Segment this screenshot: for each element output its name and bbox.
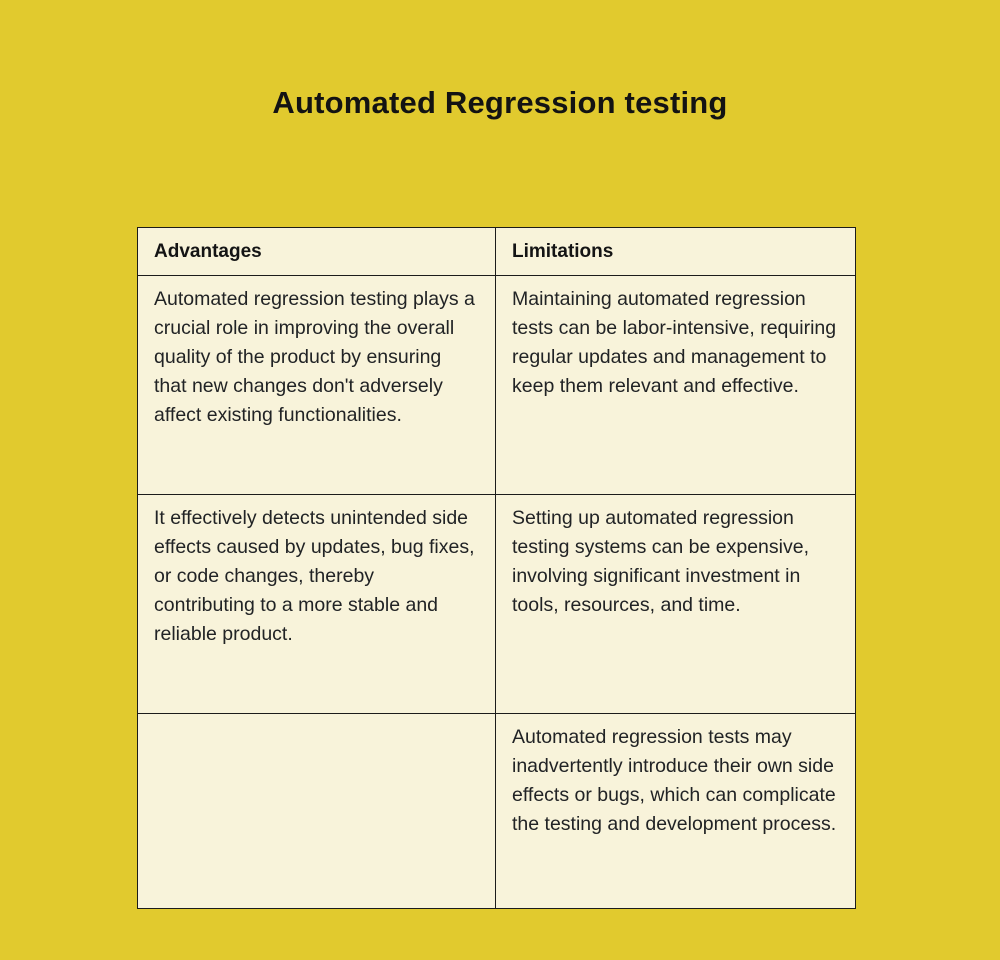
- table-row: Automated regression testing plays a cru…: [137, 275, 856, 495]
- cell-advantages-row1: Automated regression testing plays a cru…: [137, 275, 496, 495]
- table-header-row: Advantages Limitations: [137, 227, 856, 276]
- comparison-table: Advantages Limitations Automated regress…: [137, 227, 856, 909]
- cell-advantages-row3-empty: [137, 713, 496, 909]
- page-title: Automated Regression testing: [272, 85, 728, 120]
- table-row: Automated regression tests may inadverte…: [137, 713, 856, 909]
- cell-advantages-row2: It effectively detects unintended side e…: [137, 494, 496, 714]
- column-header-limitations: Limitations: [495, 227, 856, 276]
- cell-limitations-row2: Setting up automated regression testing …: [495, 494, 856, 714]
- table-row: It effectively detects unintended side e…: [137, 494, 856, 714]
- cell-limitations-row3: Automated regression tests may inadverte…: [495, 713, 856, 909]
- column-header-advantages: Advantages: [137, 227, 496, 276]
- cell-limitations-row1: Maintaining automated regression tests c…: [495, 275, 856, 495]
